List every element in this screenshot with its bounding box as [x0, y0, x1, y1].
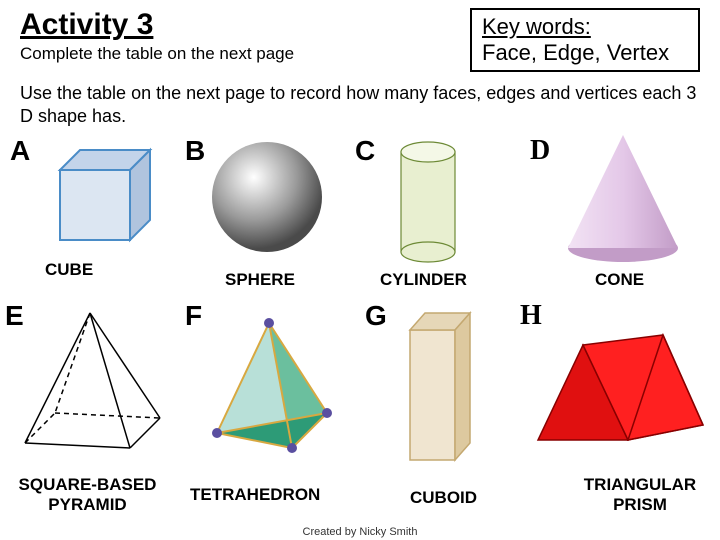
pyramid-icon [10, 308, 175, 463]
label-pyramid: SQUARE-BASED PYRAMID [5, 475, 170, 515]
label-prism: TRIANGULAR PRISM [575, 475, 705, 515]
label-cube: CUBE [45, 260, 93, 280]
label-cone: CONE [595, 270, 644, 290]
label-cylinder: CYLINDER [380, 270, 467, 290]
letter-d: D [530, 135, 550, 167]
letter-h: H [520, 300, 542, 332]
page-title: Activity 3 [20, 8, 294, 42]
letter-a: A [10, 135, 30, 167]
cone-icon [558, 130, 698, 265]
letter-b: B [185, 135, 205, 167]
label-tetra: TETRAHEDRON [190, 485, 320, 505]
letter-g: G [365, 300, 387, 332]
label-cuboid: CUBOID [410, 488, 477, 508]
label-sphere: SPHERE [225, 270, 295, 290]
cuboid-icon [400, 305, 500, 475]
cylinder-icon [383, 137, 473, 267]
keywords-box: Key words: Face, Edge, Vertex [470, 8, 700, 72]
cube-icon [40, 140, 170, 255]
instruction-text: Use the table on the next page to record… [0, 76, 720, 135]
subtitle: Complete the table on the next page [20, 44, 294, 64]
keywords-text: Face, Edge, Vertex [482, 40, 688, 66]
sphere-icon [205, 135, 330, 260]
keywords-label: Key words: [482, 14, 688, 40]
letter-c: C [355, 135, 375, 167]
prism-icon [528, 330, 713, 470]
shapes-grid: A CUBE B SPHERE C [0, 135, 720, 535]
footer-credit: Created by Nicky Smith [0, 526, 720, 538]
tetrahedron-icon [197, 318, 342, 463]
